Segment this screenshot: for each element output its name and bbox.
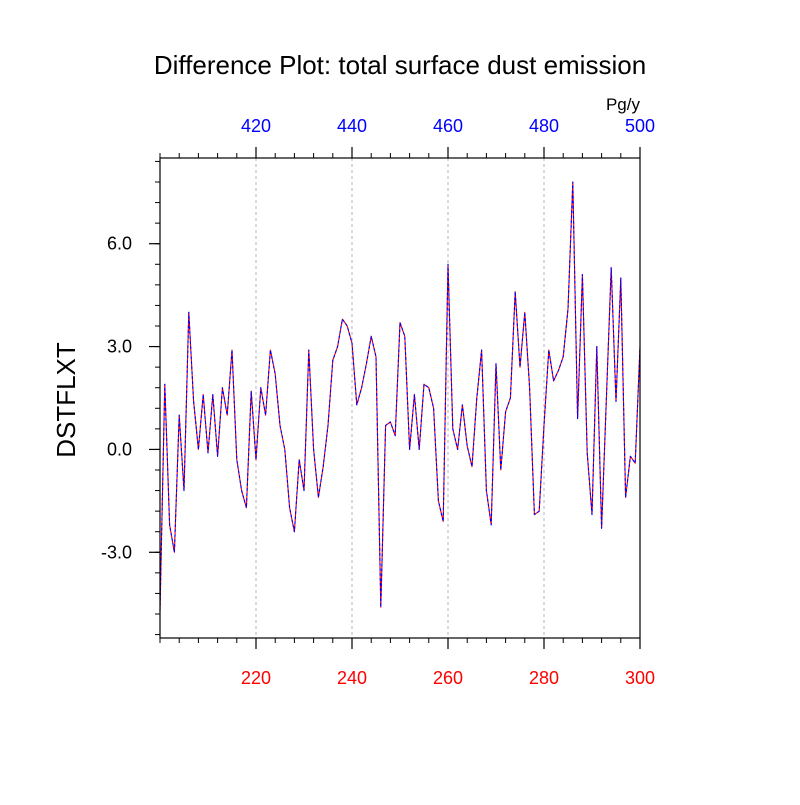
x-top-tick-label: 500	[625, 116, 655, 136]
y-tick-label: -3.0	[101, 542, 132, 562]
chart-title: Difference Plot: total surface dust emis…	[154, 50, 646, 80]
x-top-tick-label: 480	[529, 116, 559, 136]
series-lines	[159, 181, 641, 611]
x-bottom-tick-label: 300	[625, 668, 655, 688]
x-bottom-tick-label: 220	[241, 668, 271, 688]
x-bottom-tick-label: 260	[433, 668, 463, 688]
units-label: Pg/y	[606, 95, 641, 114]
y-tick-label: 3.0	[107, 337, 132, 357]
y-tick-label: 6.0	[107, 234, 132, 254]
x-bottom-tick-label: 240	[337, 668, 367, 688]
x-bottom-tick-label: 280	[529, 668, 559, 688]
y-axis-label: DSTFLXT	[51, 342, 81, 458]
y-tick-label: 0.0	[107, 439, 132, 459]
x-top-tick-label: 460	[433, 116, 463, 136]
gridlines	[255, 158, 545, 638]
x-top-tick-label: 420	[241, 116, 271, 136]
series-line-blue	[159, 181, 641, 611]
plot-frame	[159, 157, 641, 639]
x-top-tick-label: 440	[337, 116, 367, 136]
axes: 220 240 260 280 300 420 440 460 480 500 -3.0 0.0 3.0…	[101, 116, 655, 688]
